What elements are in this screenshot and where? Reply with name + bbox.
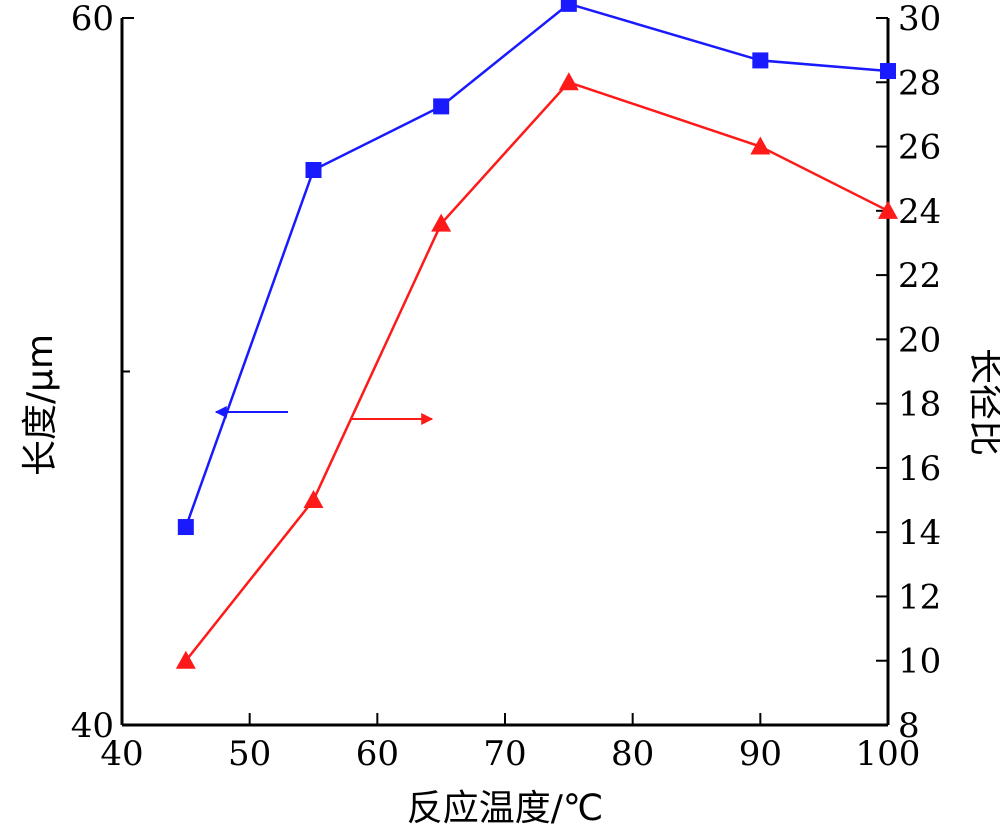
y2-tick-label: 14 xyxy=(898,513,941,553)
y2-tick-label: 20 xyxy=(898,320,941,360)
y-tick-label: 60 xyxy=(71,0,114,39)
series-1-point xyxy=(750,136,771,155)
x-tick-label: 70 xyxy=(483,734,526,774)
series-0-point xyxy=(752,52,769,69)
series-1-point xyxy=(558,72,579,91)
series-1-point xyxy=(175,650,196,669)
y-tick-label: 40 xyxy=(71,706,114,746)
y-axis-title: 长度/μm xyxy=(20,334,61,476)
series-layer xyxy=(175,0,898,669)
series-0-point xyxy=(177,519,194,536)
x-tick-label: 50 xyxy=(228,734,271,774)
series-1-point xyxy=(878,200,898,219)
x-axis-title: 反应温度/℃ xyxy=(407,788,604,829)
x-tick-label: 80 xyxy=(611,734,654,774)
annotation-layer xyxy=(214,406,434,425)
y2-tick-label: 22 xyxy=(898,256,941,296)
y2-tick-label: 18 xyxy=(898,385,941,425)
series-0-point xyxy=(880,63,896,80)
series-0-point xyxy=(560,0,577,12)
y2-tick-label: 8 xyxy=(898,706,920,746)
y2-tick-label: 10 xyxy=(898,642,941,682)
y2-tick-label: 12 xyxy=(898,577,941,617)
x-tick-label: 60 xyxy=(356,734,399,774)
y2-tick-label: 30 xyxy=(898,0,941,39)
axes: 40 50 60 70 80 90 100 40 60 8 10 12 14 16 18 20 22 24 26 28… xyxy=(71,0,942,774)
x-tick-label: 100 xyxy=(856,734,921,774)
series-0-point xyxy=(305,162,322,179)
series-1-point xyxy=(303,490,324,509)
y2-tick-label: 26 xyxy=(898,128,941,168)
x-tick-label: 40 xyxy=(100,734,143,774)
series-line-1 xyxy=(184,80,889,662)
series-1-point xyxy=(431,213,452,232)
y2-tick-label: 16 xyxy=(898,449,941,489)
x-tick-label: 90 xyxy=(739,734,782,774)
y2-tick-label: 28 xyxy=(898,63,941,103)
y2-axis-title: 长径比 xyxy=(965,348,1000,456)
y2-tick-label: 24 xyxy=(898,192,941,232)
series-line-0 xyxy=(184,2,889,528)
series-0-point xyxy=(433,98,450,115)
